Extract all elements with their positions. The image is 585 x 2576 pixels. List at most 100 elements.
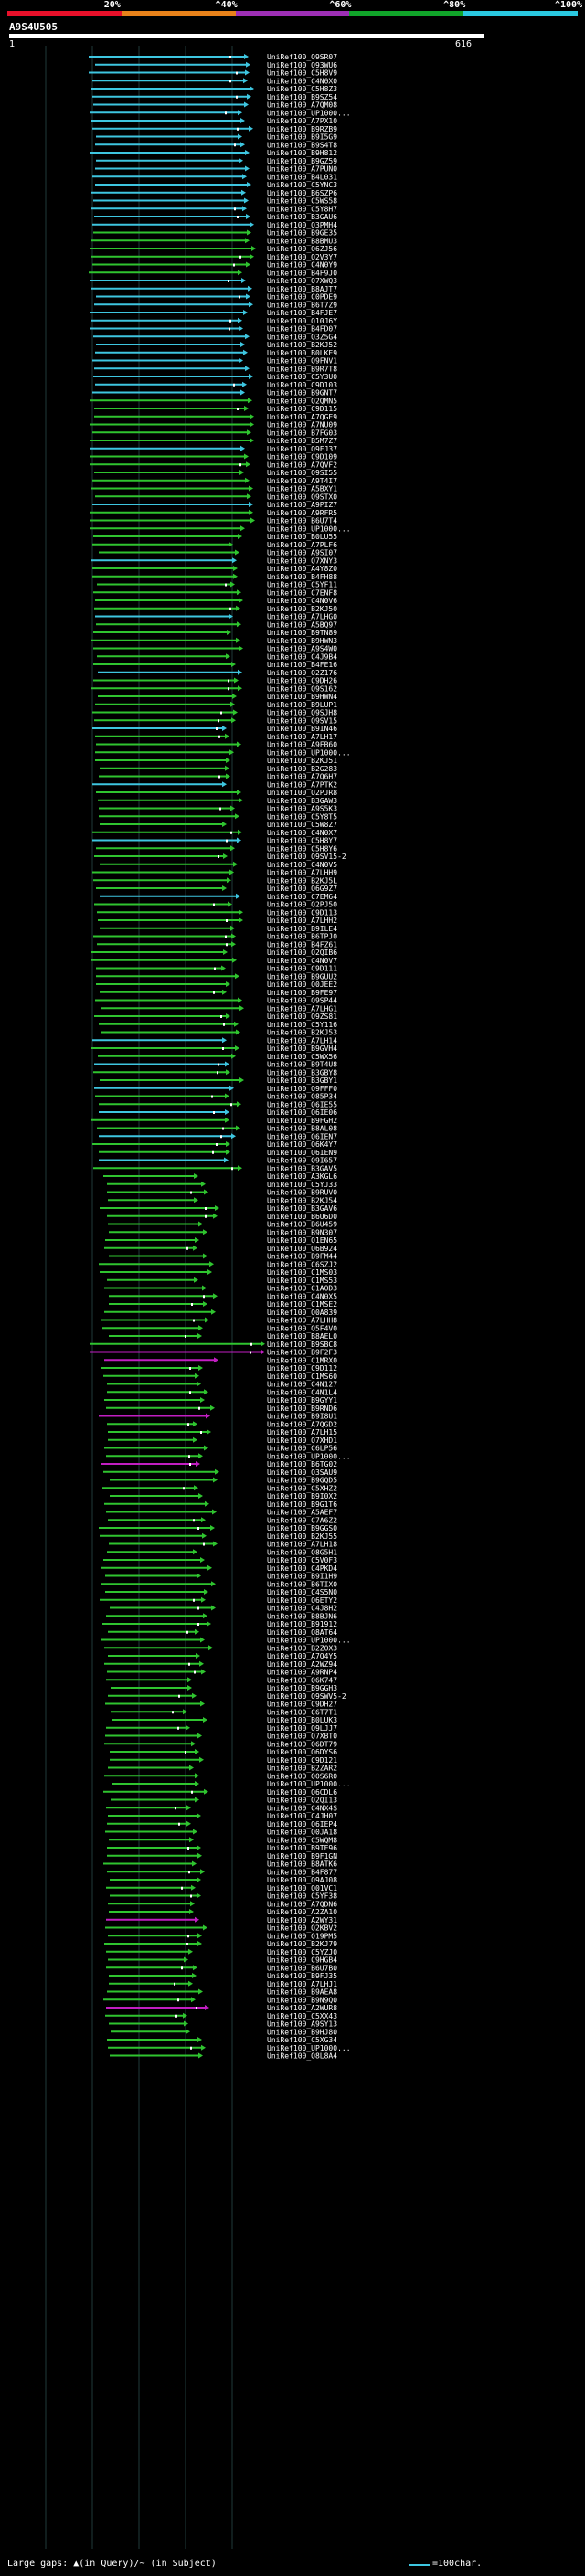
hit-id-link[interactable]: UniRef100_UP1000... xyxy=(267,1637,351,1645)
hit-id-link[interactable]: UniRef100_C5Y116 xyxy=(267,1021,337,1029)
hit-id-link[interactable]: UniRef100_Q6CDL6 xyxy=(267,1788,337,1797)
hit-id-link[interactable]: UniRef100_Q9STX0 xyxy=(267,493,337,501)
hit-id-link[interactable]: UniRef100_B4FZ61 xyxy=(267,940,337,949)
hit-id-link[interactable]: UniRef100_C7ENF8 xyxy=(267,588,337,597)
hit-id-link[interactable]: UniRef100_Q19PM5 xyxy=(267,1932,337,1940)
hit-id-link[interactable]: UniRef100_Q9S162 xyxy=(267,684,337,693)
hit-id-link[interactable]: UniRef100_B9TN89 xyxy=(267,629,337,637)
hit-id-link[interactable]: UniRef100_B9GZ59 xyxy=(267,157,337,165)
hit-id-link[interactable]: UniRef100_C6LP56 xyxy=(267,1445,337,1453)
hit-id-link[interactable]: UniRef100_A9RFR5 xyxy=(267,509,337,517)
hit-id-link[interactable]: UniRef100_Q3PMH4 xyxy=(267,221,337,229)
hit-id-link[interactable]: UniRef100_A7PUN0 xyxy=(267,165,337,174)
hit-id-link[interactable]: UniRef100_C4N1L4 xyxy=(267,1388,337,1396)
hit-id-link[interactable]: UniRef100_C1MS53 xyxy=(267,1277,337,1285)
hit-id-link[interactable]: UniRef100_A5BQ97 xyxy=(267,620,337,629)
hit-id-link[interactable]: UniRef100_C4N0V5 xyxy=(267,861,337,869)
hit-id-link[interactable]: UniRef100_B2ZAR2 xyxy=(267,1765,337,1773)
hit-id-link[interactable]: UniRef100_UP1000... xyxy=(267,525,351,533)
hit-id-link[interactable]: UniRef100_C1MSE2 xyxy=(267,1300,337,1309)
hit-id-link[interactable]: UniRef100_B2KJ55 xyxy=(267,1532,337,1541)
hit-id-link[interactable]: UniRef100_Q2QI13 xyxy=(267,1797,337,1805)
hit-id-link[interactable]: UniRef100_A9FB60 xyxy=(267,741,337,749)
hit-id-link[interactable]: UniRef100_B3GBY1 xyxy=(267,1076,337,1085)
hit-id-link[interactable]: UniRef100_A7Q6H7 xyxy=(267,773,337,781)
hit-id-link[interactable]: UniRef100_A7LHG1 xyxy=(267,1004,337,1012)
hit-id-link[interactable]: UniRef100_C5YF38 xyxy=(267,1892,337,1901)
hit-id-link[interactable]: UniRef100_B3GBY8 xyxy=(267,1068,337,1076)
hit-id-link[interactable]: UniRef100_A7LH14 xyxy=(267,1036,337,1044)
hit-id-link[interactable]: UniRef100_C5H8Y7 xyxy=(267,837,337,845)
hit-id-link[interactable]: UniRef100_Q9I657 xyxy=(267,1157,337,1165)
hit-id-link[interactable]: UniRef100_B9FGH2 xyxy=(267,1117,337,1125)
hit-id-link[interactable]: UniRef100_A7PX10 xyxy=(267,117,337,125)
hit-id-link[interactable]: UniRef100_Q93WU6 xyxy=(267,61,337,69)
hit-id-link[interactable]: UniRef100_Q7XNY3 xyxy=(267,557,337,565)
hit-id-link[interactable]: UniRef100_C4JH07 xyxy=(267,1812,337,1820)
hit-id-link[interactable]: UniRef100_B9GGS0 xyxy=(267,1524,337,1532)
hit-id-link[interactable]: UniRef100_B9F2F3 xyxy=(267,1349,337,1357)
hit-id-link[interactable]: UniRef100_B6TPJ0 xyxy=(267,933,337,941)
hit-id-link[interactable]: UniRef100_B9F1GN xyxy=(267,1852,337,1860)
hit-id-link[interactable]: UniRef100_A9S4W0 xyxy=(267,645,337,653)
hit-id-link[interactable]: UniRef100_C9D112 xyxy=(267,1364,337,1373)
hit-id-link[interactable]: UniRef100_Q9SJH8 xyxy=(267,709,337,717)
hit-id-link[interactable]: UniRef100_B91912 xyxy=(267,1620,337,1628)
hit-id-link[interactable]: UniRef100_B8BMU3 xyxy=(267,237,337,245)
hit-id-link[interactable]: UniRef100_B2KJ54 xyxy=(267,1196,337,1204)
hit-id-link[interactable]: UniRef100_C5Y3U0 xyxy=(267,373,337,381)
hit-id-link[interactable]: UniRef100_B9ILE4 xyxy=(267,925,337,933)
hit-id-link[interactable]: UniRef100_B5M7Z7 xyxy=(267,437,337,445)
hit-id-link[interactable]: UniRef100_B9SBC8 xyxy=(267,1341,337,1349)
hit-id-link[interactable]: UniRef100_C1A0D3 xyxy=(267,1285,337,1293)
hit-id-link[interactable]: UniRef100_Q8L8A4 xyxy=(267,2052,337,2061)
hit-id-link[interactable]: UniRef100_UP1000... xyxy=(267,1780,351,1788)
hit-id-link[interactable]: UniRef100_A7QGE9 xyxy=(267,413,337,421)
hit-id-link[interactable]: UniRef100_B8AL08 xyxy=(267,1125,337,1133)
hit-id-link[interactable]: UniRef100_C4J8H2 xyxy=(267,1605,337,1613)
hit-id-link[interactable]: UniRef100_C7A6Z2 xyxy=(267,1516,337,1524)
hit-id-link[interactable]: UniRef100_B9N9Q0 xyxy=(267,1996,337,2004)
hit-id-link[interactable]: UniRef100_B7FG03 xyxy=(267,429,337,437)
hit-id-link[interactable]: UniRef100_Q2KBV2 xyxy=(267,1924,337,1933)
hit-id-link[interactable]: UniRef100_B9GQD5 xyxy=(267,1477,337,1485)
hit-id-link[interactable]: UniRef100_B9RND6 xyxy=(267,1405,337,1413)
hit-id-link[interactable]: UniRef100_B4FE16 xyxy=(267,661,337,669)
hit-id-link[interactable]: UniRef100_B9G1T6 xyxy=(267,1500,337,1509)
hit-id-link[interactable]: UniRef100_A7QDN6 xyxy=(267,1900,337,1908)
hit-id-link[interactable]: UniRef100_C5WS58 xyxy=(267,197,337,206)
hit-id-link[interactable]: UniRef100_Q6IE55 xyxy=(267,1100,337,1108)
hit-id-link[interactable]: UniRef100_B9H812 xyxy=(267,149,337,157)
hit-id-link[interactable]: UniRef100_C4N127 xyxy=(267,1381,337,1389)
hit-id-link[interactable]: UniRef100_A4Y8Z0 xyxy=(267,565,337,573)
hit-id-link[interactable]: UniRef100_A3KGL6 xyxy=(267,1172,337,1181)
hit-id-link[interactable]: UniRef100_UP1000... xyxy=(267,1452,351,1460)
hit-id-link[interactable]: UniRef100_Q6IE06 xyxy=(267,1108,337,1117)
hit-id-link[interactable]: UniRef100_B8AEL0 xyxy=(267,1332,337,1341)
hit-id-link[interactable]: UniRef100_C4N0X7 xyxy=(267,829,337,837)
hit-id-link[interactable]: UniRef100_B3GAU6 xyxy=(267,213,337,221)
hit-id-link[interactable]: UniRef100_Q9SI55 xyxy=(267,469,337,477)
hit-id-link[interactable]: UniRef100_Q6IEN9 xyxy=(267,1149,337,1157)
hit-id-link[interactable]: UniRef100_C1MS60 xyxy=(267,1373,337,1381)
hit-id-link[interactable]: UniRef100_B2G283 xyxy=(267,765,337,773)
hit-id-link[interactable]: UniRef100_B9I5G9 xyxy=(267,133,337,142)
hit-id-link[interactable]: UniRef100_B4FH88 xyxy=(267,573,337,581)
hit-id-link[interactable]: UniRef100_B2KJ5L xyxy=(267,876,337,885)
hit-id-link[interactable]: UniRef100_B9FE97 xyxy=(267,989,337,997)
hit-id-link[interactable]: UniRef100_Q9LJJ7 xyxy=(267,1724,337,1733)
hit-id-link[interactable]: UniRef100_B9HWN3 xyxy=(267,637,337,645)
hit-id-link[interactable]: UniRef100_B0LKE9 xyxy=(267,349,337,357)
hit-id-link[interactable]: UniRef100_A2WUR8 xyxy=(267,2004,337,2012)
hit-id-link[interactable]: UniRef100_C4PKD4 xyxy=(267,1564,337,1573)
hit-id-link[interactable]: UniRef100_B3GAV6 xyxy=(267,1204,337,1213)
hit-id-link[interactable]: UniRef100_C5XHZ2 xyxy=(267,1484,337,1492)
hit-id-link[interactable]: UniRef100_A7LHH8 xyxy=(267,1317,337,1325)
hit-id-link[interactable]: UniRef100_B6TG02 xyxy=(267,1460,337,1468)
hit-id-link[interactable]: UniRef100_A9SY13 xyxy=(267,2020,337,2029)
hit-id-link[interactable]: UniRef100_Q01VC1 xyxy=(267,1884,337,1892)
hit-id-link[interactable]: UniRef100_A7LH17 xyxy=(267,733,337,741)
hit-id-link[interactable]: UniRef100_Q0S6R0 xyxy=(267,1772,337,1780)
hit-id-link[interactable]: UniRef100_Q6K747 xyxy=(267,1676,337,1684)
hit-id-link[interactable]: UniRef100_Q9ZS81 xyxy=(267,1012,337,1021)
